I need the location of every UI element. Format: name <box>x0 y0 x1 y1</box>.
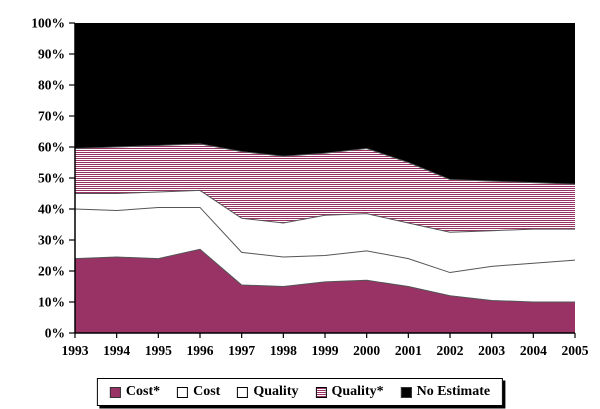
legend-item-cost: Cost <box>177 385 220 399</box>
x-axis-tick-label: 1998 <box>270 343 297 358</box>
legend-label-quality: Quality <box>253 384 299 399</box>
legend-swatch-cost-star <box>109 386 121 398</box>
series-boundary-line <box>74 248 575 303</box>
x-axis-tick-label: 2002 <box>437 343 464 358</box>
legend-item-quality-star: Quality* <box>315 384 384 399</box>
series-boundary-line <box>74 206 576 274</box>
x-axis-tick-label: 2004 <box>520 343 547 358</box>
legend-label-no-estimate: No Estimate <box>416 384 491 399</box>
legend-swatch-cost <box>177 386 189 398</box>
x-axis-tick-label: 2001 <box>395 343 422 358</box>
series-boundary-line <box>75 189 575 233</box>
x-axis-tick-label: 1996 <box>187 343 214 358</box>
legend-item-cost-star: Cost* <box>109 384 161 399</box>
legend-swatch-quality <box>237 386 249 398</box>
y-axis-tick-label: 30% <box>38 233 65 248</box>
x-axis-tick-label: 1997 <box>228 343 255 358</box>
stacked-area-chart: 0% 10% 20% 30% 40% 50% 60% 70% 80% 90% 100% 1993 199… <box>31 16 589 359</box>
y-axis-tick-label: 80% <box>38 78 65 93</box>
area-quality-star <box>75 143 575 233</box>
legend-label-quality-star: Quality* <box>331 384 384 399</box>
y-axis-tick-label: 10% <box>38 295 65 310</box>
y-axis-tick-label: 20% <box>38 264 65 279</box>
legend-item-quality: Quality <box>237 385 298 399</box>
x-axis-tick-label: 2000 <box>353 343 380 358</box>
y-axis-tick-label: 70% <box>38 109 65 124</box>
y-axis-tick-label: 0% <box>45 326 65 341</box>
legend-swatch-no-estimate <box>400 386 412 398</box>
y-axis-tick-label: 40% <box>38 202 65 217</box>
legend-swatch-quality-star <box>315 386 327 398</box>
y-axis-tick-label: 50% <box>38 171 65 186</box>
x-axis-tick-label: 2005 <box>562 343 589 358</box>
x-axis-tick-label: 1993 <box>62 343 89 358</box>
series-boundary-line <box>74 143 576 185</box>
y-axis-tick-label: 90% <box>38 47 65 62</box>
y-axis-tick-label: 100% <box>31 16 65 31</box>
y-axis-tick-label: 60% <box>38 140 65 155</box>
area-quality <box>75 190 575 273</box>
legend-label-cost-star: Cost* <box>125 384 161 399</box>
x-axis-tick-label: 2003 <box>478 343 505 358</box>
area-cost-star <box>75 249 575 333</box>
legend-item-no-estimate: No Estimate <box>400 384 491 399</box>
area-cost <box>75 207 575 302</box>
x-axis-tick-label: 1994 <box>103 343 130 358</box>
x-axis-tick-label: 1999 <box>312 343 339 358</box>
x-axis-tick-label: 1995 <box>145 343 172 358</box>
legend-label-cost: Cost <box>193 384 221 399</box>
chart-legend: Cost* Cost Quality Quality* No Estimate <box>96 378 504 406</box>
